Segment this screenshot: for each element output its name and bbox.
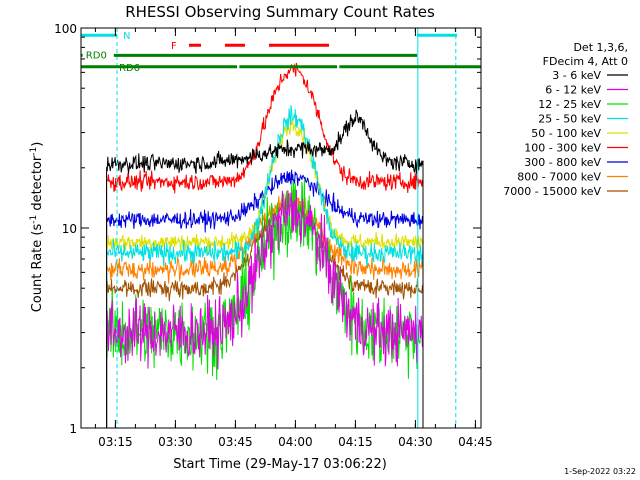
y-axis-label: Count Rate (s-1 detector-1) <box>29 142 45 313</box>
legend-label-3: 25 - 50 keV <box>538 113 601 126</box>
flag-label-f: F <box>171 41 177 52</box>
x-tick-label-0: 03:15 <box>98 435 133 449</box>
x-tick-label-6: 04:45 <box>458 435 493 449</box>
legend-label-1: 6 - 12 keV <box>545 84 601 97</box>
flag-label-rd6: RD6 <box>119 63 140 74</box>
series-line-8 <box>106 193 424 428</box>
y-tick-label-1: 10 <box>62 222 77 236</box>
legend-label-8: 7000 - 15000 keV <box>503 185 601 198</box>
y-axis-label-tail: detector <box>30 155 45 215</box>
flag-label-n: N <box>123 31 130 42</box>
legend-header-line-1: Det 1,3,6, <box>573 41 628 54</box>
x-tick-label-1: 03:30 <box>158 435 193 449</box>
legend-label-2: 12 - 25 keV <box>538 98 601 111</box>
footer-timestamp: 1-Sep-2022 03:22 <box>564 467 636 476</box>
x-tick-label-2: 03:45 <box>218 435 253 449</box>
series-line-1 <box>106 189 424 428</box>
legend-label-7: 800 - 7000 keV <box>517 171 601 184</box>
legend: Det 1,3,6, FDecim 4, Att 0 3 - 6 keV 6 - … <box>503 41 628 198</box>
x-tick-label-4: 04:15 <box>338 435 373 449</box>
plot-area: N F RD0 RD6 03:15 03:30 03:45 04:00 04:15 04:30 04… <box>54 22 493 449</box>
y-axis-label-sup2: -1 <box>29 147 39 156</box>
x-tick-label-3: 04:00 <box>278 435 313 449</box>
svg-text:Count Rate (s-1 detector-1): Count Rate (s-1 detector-1) <box>29 142 45 313</box>
series-line-7 <box>106 189 424 428</box>
series-line-3 <box>106 105 424 428</box>
y-axis-label-sup: -1 <box>29 215 39 224</box>
series-line-5 <box>106 62 424 428</box>
series-line-0 <box>106 109 424 428</box>
legend-label-6: 300 - 800 keV <box>524 156 601 169</box>
y-axis-label-main: Count Rate (s <box>30 224 45 313</box>
y-axis-label-end: ) <box>30 142 45 147</box>
legend-label-0: 3 - 6 keV <box>552 69 601 82</box>
series-line-6 <box>106 169 424 428</box>
legend-label-5: 100 - 300 keV <box>524 142 601 155</box>
legend-label-4: 50 - 100 keV <box>531 127 601 140</box>
chart-title: RHESSI Observing Summary Count Rates <box>125 3 435 21</box>
x-axis-label: Start Time (29-May-17 03:06:22) <box>173 457 387 472</box>
y-tick-label-0: 100 <box>54 22 77 36</box>
legend-header-line-2: FDecim 4, Att 0 <box>543 55 628 68</box>
flag-label-rd0: RD0 <box>86 50 107 61</box>
y-tick-label-2: 1 <box>69 422 77 436</box>
x-tick-label-5: 04:30 <box>398 435 433 449</box>
